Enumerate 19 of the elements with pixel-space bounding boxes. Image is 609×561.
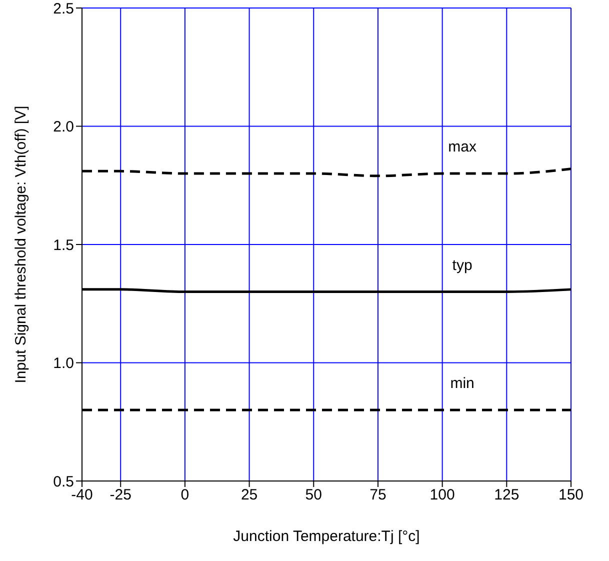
x-tick-label: 150 [558,486,584,504]
series-label: typ [452,256,472,274]
y-tick-label: 2.5 [53,0,74,18]
x-tick-label: 0 [180,486,190,504]
x-tick-label: 75 [370,486,386,504]
y-axis-title: Input Signal threshold voltage: Vth(off) [V] [12,106,30,384]
x-axis-title: Junction Temperature:Tj [°c] [233,528,420,545]
y-tick-label: 1.5 [53,236,74,254]
x-tick-label: 100 [430,486,455,504]
x-tick-label: 25 [240,486,258,504]
x-tick-label: 125 [494,486,520,504]
y-tick-label: 2.0 [53,118,74,136]
y-tick-label: 0.5 [53,473,74,490]
series-label: max [448,138,477,156]
series-label: min [450,375,474,392]
x-tick-label: -40 [71,486,93,504]
x-tick-label: 50 [305,486,322,504]
x-tick-label: -25 [110,486,132,504]
y-tick-label: 1.0 [53,355,74,372]
